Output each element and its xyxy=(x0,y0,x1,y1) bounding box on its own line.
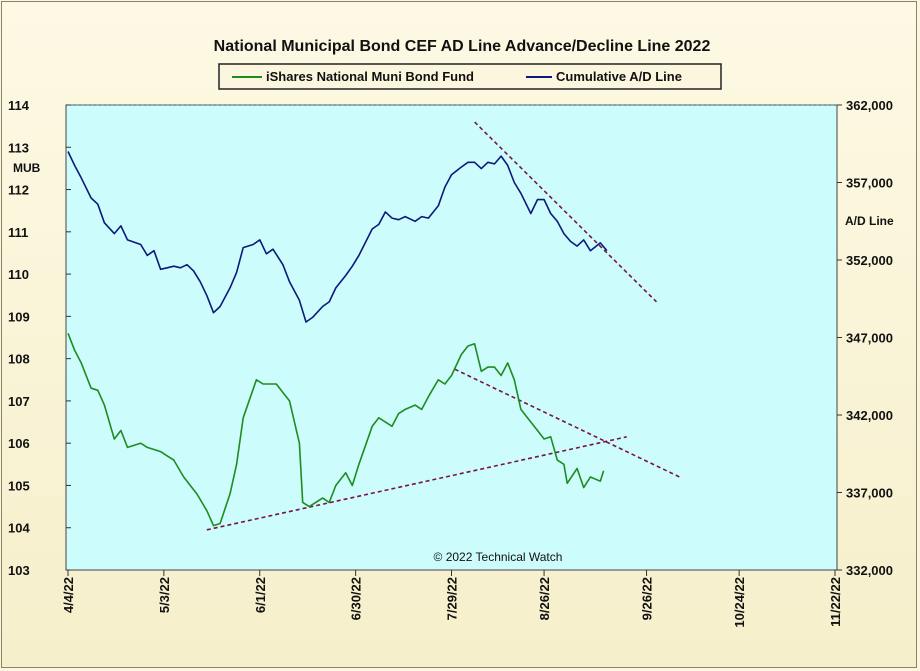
x-tick-label: 8/26/22 xyxy=(537,577,552,620)
left-axis-label: MUB xyxy=(13,161,41,175)
right-tick-label: 352,000 xyxy=(846,253,893,268)
x-tick-label: 5/3/22 xyxy=(157,577,172,613)
legend: iShares National Muni Bond Fund Cumulati… xyxy=(218,63,722,90)
series-line-ad-line xyxy=(67,151,608,323)
x-tick-label: 6/1/22 xyxy=(253,577,268,613)
right-tick-label: 337,000 xyxy=(846,486,893,501)
left-tick-label: 104 xyxy=(8,521,30,536)
right-tick-label: 357,000 xyxy=(846,176,893,191)
left-tick-label: 107 xyxy=(8,394,30,409)
x-tick-label: 10/24/22 xyxy=(732,577,747,628)
right-axis-label: A/D Line xyxy=(845,214,894,228)
left-tick-label: 110 xyxy=(8,267,29,282)
left-axis: 103 104 105 106 107 108 109 110 111 112 113 114 xyxy=(8,98,71,578)
left-tick-label: 106 xyxy=(8,436,30,451)
x-tick-label: 4/4/22 xyxy=(61,577,76,613)
left-tick-label: 111 xyxy=(8,225,28,240)
x-tick-label: 11/22/22 xyxy=(828,577,843,627)
left-tick-label: 105 xyxy=(8,478,30,493)
right-tick-label: 342,000 xyxy=(846,408,893,423)
right-axis: 332,000 337,000 342,000 347,000 352,000 357,0… xyxy=(837,98,893,578)
series-line-muni-fund xyxy=(67,333,605,527)
left-tick-label: 103 xyxy=(8,563,30,578)
right-tick-label: 347,000 xyxy=(846,331,893,346)
left-tick-label: 108 xyxy=(8,352,30,367)
right-tick-label: 362,000 xyxy=(846,98,893,113)
trendline-0 xyxy=(474,121,658,303)
right-tick-label: 332,000 xyxy=(846,563,893,578)
x-axis: 4/4/22 5/3/22 6/1/22 6/30/22 7/29/22 8/26/22 9… xyxy=(61,570,843,628)
left-tick-label: 109 xyxy=(8,309,30,324)
trendline-2 xyxy=(206,436,627,531)
chart-title: National Municipal Bond CEF AD Line Adva… xyxy=(214,38,711,55)
x-tick-label: 7/29/22 xyxy=(445,577,460,620)
plot-area xyxy=(65,104,838,571)
left-tick-label: 114 xyxy=(8,98,30,113)
left-tick-label: 112 xyxy=(8,183,29,198)
series-lines xyxy=(67,151,608,527)
x-tick-label: 9/26/22 xyxy=(640,577,655,620)
credit-text: © 2022 Technical Watch xyxy=(434,550,563,564)
trendlines xyxy=(206,121,680,531)
legend-entry-muni-fund: iShares National Muni Bond Fund xyxy=(266,69,474,84)
x-tick-label: 6/30/22 xyxy=(349,577,364,620)
legend-entry-ad-line: Cumulative A/D Line xyxy=(556,69,682,84)
legend-box xyxy=(218,63,722,90)
left-tick-label: 113 xyxy=(8,140,29,155)
